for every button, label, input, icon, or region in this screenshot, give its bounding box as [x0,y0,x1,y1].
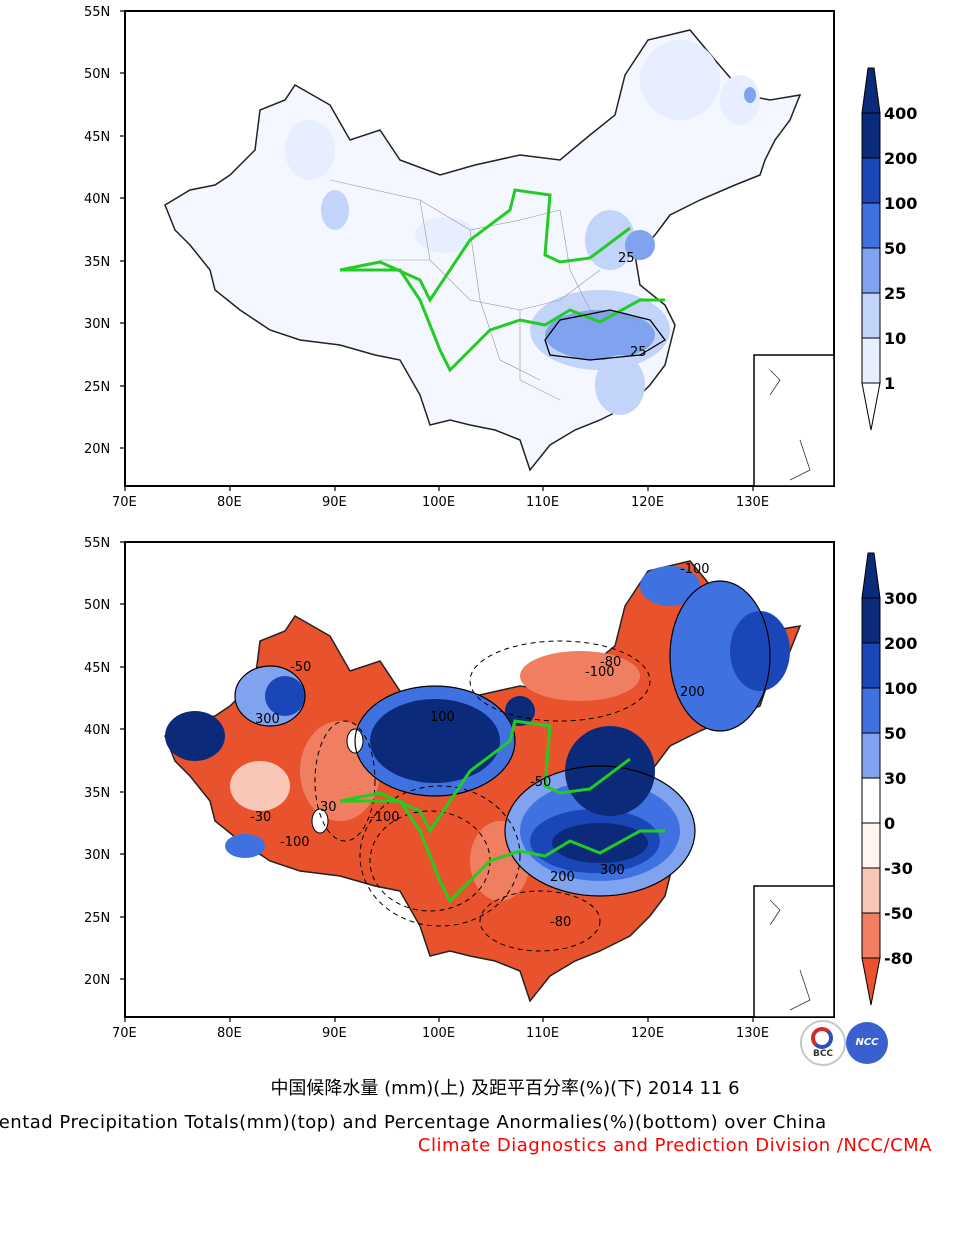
lon-label: 90E [322,1026,347,1041]
contour-label: 25 [630,345,647,360]
top-lon-labels: 70E 80E 90E 100E 110E 120E 130E [112,495,769,510]
division-credit: Climate Diagnostics and Prediction Divis… [417,1135,932,1156]
lon-label: 70E [112,1026,137,1041]
south-china-sea-inset [753,885,834,1017]
colorbar-label: 50 [884,724,906,743]
lon-label: 80E [217,495,242,510]
lon-label: 80E [217,1026,242,1041]
contour-label: -100 [680,562,710,577]
english-title: Pentad Precipitation Totals(mm)(top) and… [0,1112,827,1133]
ncc-logo: NCC [846,1022,888,1064]
yellow-river [339,188,631,303]
lon-label: 130E [736,495,769,510]
contour-label: -100 [280,835,310,850]
bottom-anomaly-map: -100 300 -50 200 -80 -100 -30 200 -100 1… [84,536,835,1041]
colorbar-label: -50 [884,904,913,923]
colorbar-label: 25 [884,284,906,303]
lat-label: 30N [84,317,110,332]
lat-label: 55N [84,536,110,551]
lon-label: 120E [631,495,664,510]
lat-label: 50N [84,67,110,82]
contour-label: 25 [618,251,635,266]
lat-label: 45N [84,661,110,676]
contour-label: 200 [680,685,705,700]
contour-label: -30 [250,810,271,825]
contour-label: 100 [430,710,455,725]
top-precipitation-map: 25 25 55N 50N 45N 40N 35N 30N 25N 20N 70… [84,5,835,510]
lat-label: 25N [84,380,110,395]
colorbar-label: 200 [884,634,917,653]
chinese-title: 中国候降水量 (mm)(上) 及距平百分率(%)(下) 2014 11 6 [270,1078,740,1099]
colorbar-label: 300 [884,589,917,608]
lon-label: 100E [422,495,455,510]
colorbar-label: 400 [884,104,917,123]
lat-label: 25N [84,911,110,926]
lon-label: 130E [736,1026,769,1041]
contour-label: 300 [600,863,625,878]
bcc-swirl-icon [811,1027,833,1049]
bottom-colorbar: 300 200 100 50 30 0 -30 -50 -80 [861,552,917,1006]
contour-label: 30 [320,800,337,815]
colorbar-label: 30 [884,769,906,788]
lat-label: 35N [84,786,110,801]
colorbar-label: 0 [884,814,895,833]
lat-label: 40N [84,192,110,207]
colorbar-label: 50 [884,239,906,258]
bottom-lon-labels: 70E 80E 90E 100E 110E 120E 130E [112,1026,769,1041]
contour-label: -80 [550,915,571,930]
colorbar-label: -30 [884,859,913,878]
contour-label: 200 [550,870,575,885]
contour-label: -100 [370,810,400,825]
lat-label: 45N [84,130,110,145]
lat-label: 20N [84,973,110,988]
lat-label: 50N [84,598,110,613]
colorbar-label: -80 [884,949,913,968]
contour-label: -50 [530,775,551,790]
contour-label: 300 [255,712,280,727]
contour-label: -100 [585,665,615,680]
lon-label: 110E [526,1026,559,1041]
bcc-logo: BCC [800,1020,846,1066]
colorbar-label: 10 [884,329,906,348]
bottom-lat-labels: 55N 50N 45N 40N 35N 30N 25N 20N [84,536,110,988]
bcc-logo-text: BCC [812,1049,834,1059]
south-china-sea-inset [753,354,834,486]
lat-label: 55N [84,5,110,20]
lat-label: 20N [84,442,110,457]
contour-label: -80 [600,655,621,670]
top-colorbar: 400 200 100 50 25 10 1 [861,67,917,431]
top-lat-labels: 55N 50N 45N 40N 35N 30N 25N 20N [84,5,110,457]
lon-label: 110E [526,495,559,510]
lat-label: 40N [84,723,110,738]
colorbar-label: 1 [884,374,895,393]
contour-label: -50 [290,660,311,675]
colorbar-label: 100 [884,194,917,213]
lat-label: 30N [84,848,110,863]
colorbar-label: 200 [884,149,917,168]
lon-label: 70E [112,495,137,510]
lat-label: 35N [84,255,110,270]
lon-label: 90E [322,495,347,510]
lon-label: 120E [631,1026,664,1041]
colorbar-label: 100 [884,679,917,698]
yangtze-river [340,268,665,373]
lon-label: 100E [422,1026,455,1041]
